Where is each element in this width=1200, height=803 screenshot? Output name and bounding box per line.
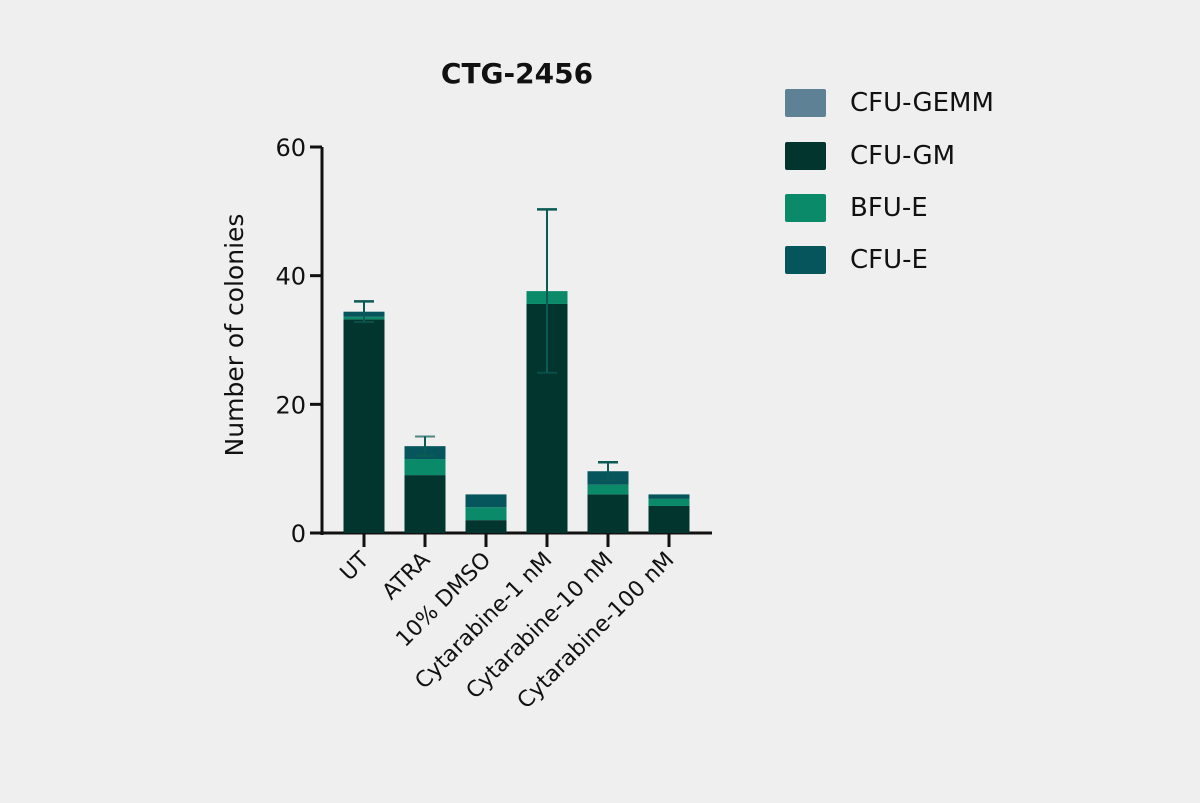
y-tick-label: 40 (275, 263, 306, 291)
legend-label: BFU-E (850, 193, 928, 223)
legend-label: CFU-GEMM (850, 88, 994, 118)
legend-swatch (785, 89, 826, 117)
legend-item-bfu-e: BFU-E (785, 193, 928, 223)
y-axis-label: Number of colonies (220, 214, 249, 457)
legend-swatch (785, 246, 826, 274)
bar-segment-bfu-e (648, 498, 690, 506)
bar-segment-cfu-e (648, 494, 690, 499)
x-tick-label: ATRA (378, 548, 435, 605)
bar-segment-bfu-e (465, 507, 507, 521)
y-tick-label: 20 (275, 391, 306, 419)
bar-segment-cfu-e (465, 494, 507, 508)
bar-segment-cfu-gm (587, 494, 629, 533)
legend-item-cfu-gemm: CFU-GEMM (785, 88, 994, 118)
legend-label: CFU-E (850, 245, 928, 275)
chart-title: CTG-2456 (441, 57, 593, 90)
y-tick-label: 60 (275, 134, 306, 162)
bar-segment-cfu-gm (648, 505, 690, 533)
legend-item-cfu-e: CFU-E (785, 245, 928, 275)
bar-segment-cfu-gm (343, 319, 385, 533)
legend-swatch (785, 194, 826, 222)
y-tick-label: 0 (291, 520, 306, 548)
bar-segment-bfu-e (587, 484, 629, 495)
legend-label: CFU-GM (850, 141, 956, 171)
x-tick-label: UT (336, 547, 375, 586)
bar-segment-cfu-gm (404, 475, 446, 533)
bar-segment-bfu-e (404, 459, 446, 476)
legend-item-cfu-gm: CFU-GM (785, 141, 955, 171)
legend-swatch (785, 142, 826, 170)
bar-segment-cfu-gm (465, 520, 507, 533)
